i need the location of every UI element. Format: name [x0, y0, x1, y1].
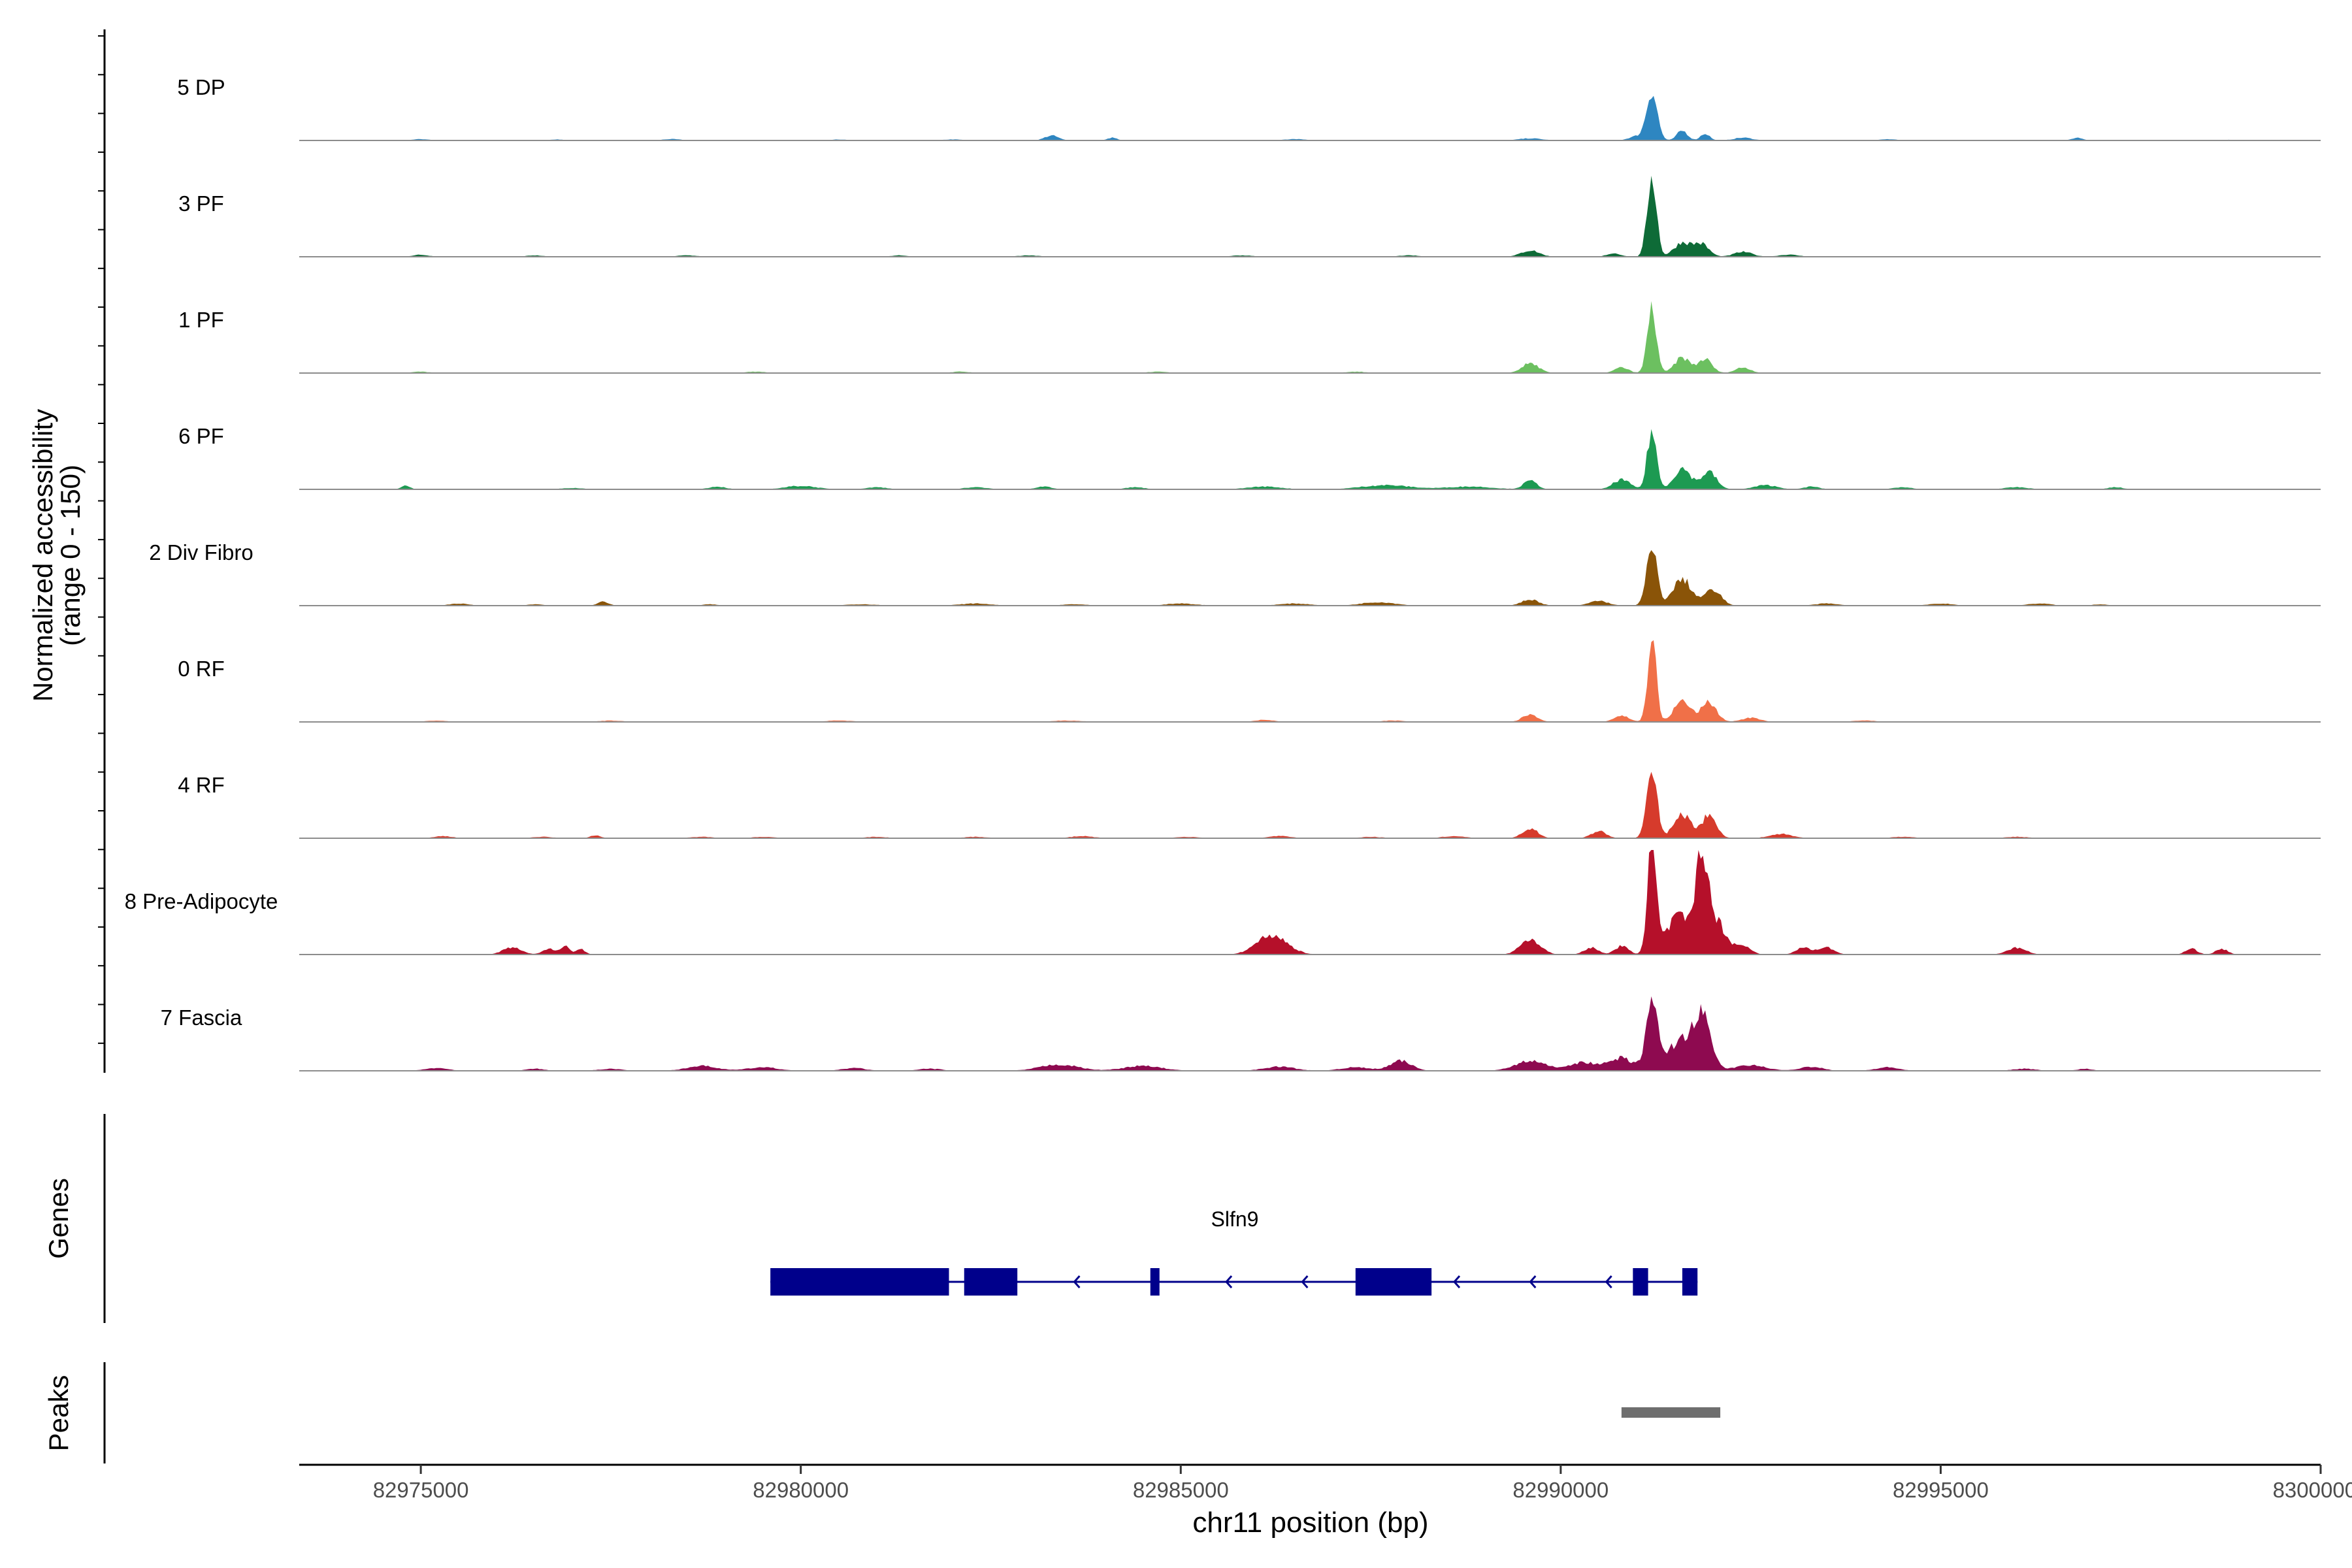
track-5-dp: 5 DP — [177, 75, 2321, 141]
track-3-pf: 3 PF — [178, 176, 2321, 257]
track-label-7-fascia: 7 Fascia — [161, 1005, 242, 1030]
x-axis-label: chr11 position (bp) — [1192, 1507, 1428, 1539]
strand-arrow-icon — [1529, 1275, 1537, 1288]
x-tick-label: 82990000 — [1512, 1478, 1609, 1502]
coverage-area-5-dp — [299, 95, 2321, 140]
coverage-area-3-pf — [299, 176, 2321, 257]
track-label-1-pf: 1 PF — [178, 308, 224, 332]
track-label-3-pf: 3 PF — [178, 191, 224, 216]
x-tick-label: 82980000 — [753, 1478, 849, 1502]
gene-exon — [1682, 1268, 1698, 1296]
track-8-pre-adipocyte: 8 Pre-Adipocyte — [125, 850, 2321, 955]
track-label-6-pf: 6 PF — [178, 424, 224, 448]
gene-name-label: Slfn9 — [1211, 1207, 1259, 1231]
gene-exon — [770, 1268, 949, 1296]
x-tick-label: 82975000 — [373, 1478, 469, 1502]
track-6-pf: 6 PF — [178, 424, 2321, 490]
track-label-4-rf: 4 RF — [178, 773, 225, 797]
coverage-area-0-rf — [299, 640, 2321, 722]
y-axis-label: Normalized accessibility — [27, 409, 58, 702]
coverage-area-6-pf — [299, 429, 2321, 489]
track-1-pf: 1 PF — [178, 301, 2321, 374]
coverage-area-8-pre-adipocyte — [299, 850, 2321, 955]
strand-arrow-icon — [1605, 1275, 1612, 1288]
track-label-0-rf: 0 RF — [178, 657, 225, 681]
coverage-area-1-pf — [299, 301, 2321, 373]
coverage-area-7-fascia — [299, 996, 2321, 1071]
x-tick-label: 83000000 — [2273, 1478, 2352, 1502]
peaks-axis-label: Peaks — [43, 1375, 74, 1452]
axes — [98, 29, 106, 1463]
strand-arrow-icon — [1452, 1275, 1461, 1288]
peak-track — [1621, 1407, 1721, 1418]
y-axis-label-range: (range 0 - 150) — [55, 465, 86, 646]
strand-arrow-icon — [1301, 1275, 1309, 1288]
x-tick-label: 82995000 — [1893, 1478, 1989, 1502]
strand-arrow-icon — [1225, 1275, 1233, 1288]
genes-axis-label: Genes — [43, 1178, 74, 1259]
track-label-8-pre-adipocyte: 8 Pre-Adipocyte — [125, 889, 278, 913]
track-7-fascia: 7 Fascia — [161, 996, 2321, 1071]
track-label-2-div-fibro: 2 Div Fibro — [149, 540, 253, 564]
coverage-area-4-rf — [299, 772, 2321, 838]
gene-exon — [1355, 1268, 1432, 1296]
track-0-rf: 0 RF — [178, 640, 2321, 723]
gene-exon — [964, 1268, 1018, 1296]
coverage-area-2-div-fibro — [299, 550, 2321, 606]
gene-track — [770, 1268, 1698, 1296]
strand-arrow-icon — [1073, 1275, 1081, 1288]
x-axis: 82975000 82980000 82985000 82990000 82995000… — [299, 1463, 2352, 1502]
peak-region — [1621, 1407, 1721, 1418]
track-2-div-fibro: 2 Div Fibro — [149, 540, 2321, 606]
x-tick-label: 82985000 — [1133, 1478, 1229, 1502]
coverage-tracks: 5 DP 3 PF 1 PF 6 PF 2 Div Fibro 0 RF 4 RF 8 Pre… — [125, 75, 2321, 1071]
track-4-rf: 4 RF — [178, 772, 2321, 839]
track-label-5-dp: 5 DP — [177, 75, 225, 99]
gene-exon — [1633, 1268, 1648, 1296]
gene-exon — [1150, 1268, 1160, 1296]
